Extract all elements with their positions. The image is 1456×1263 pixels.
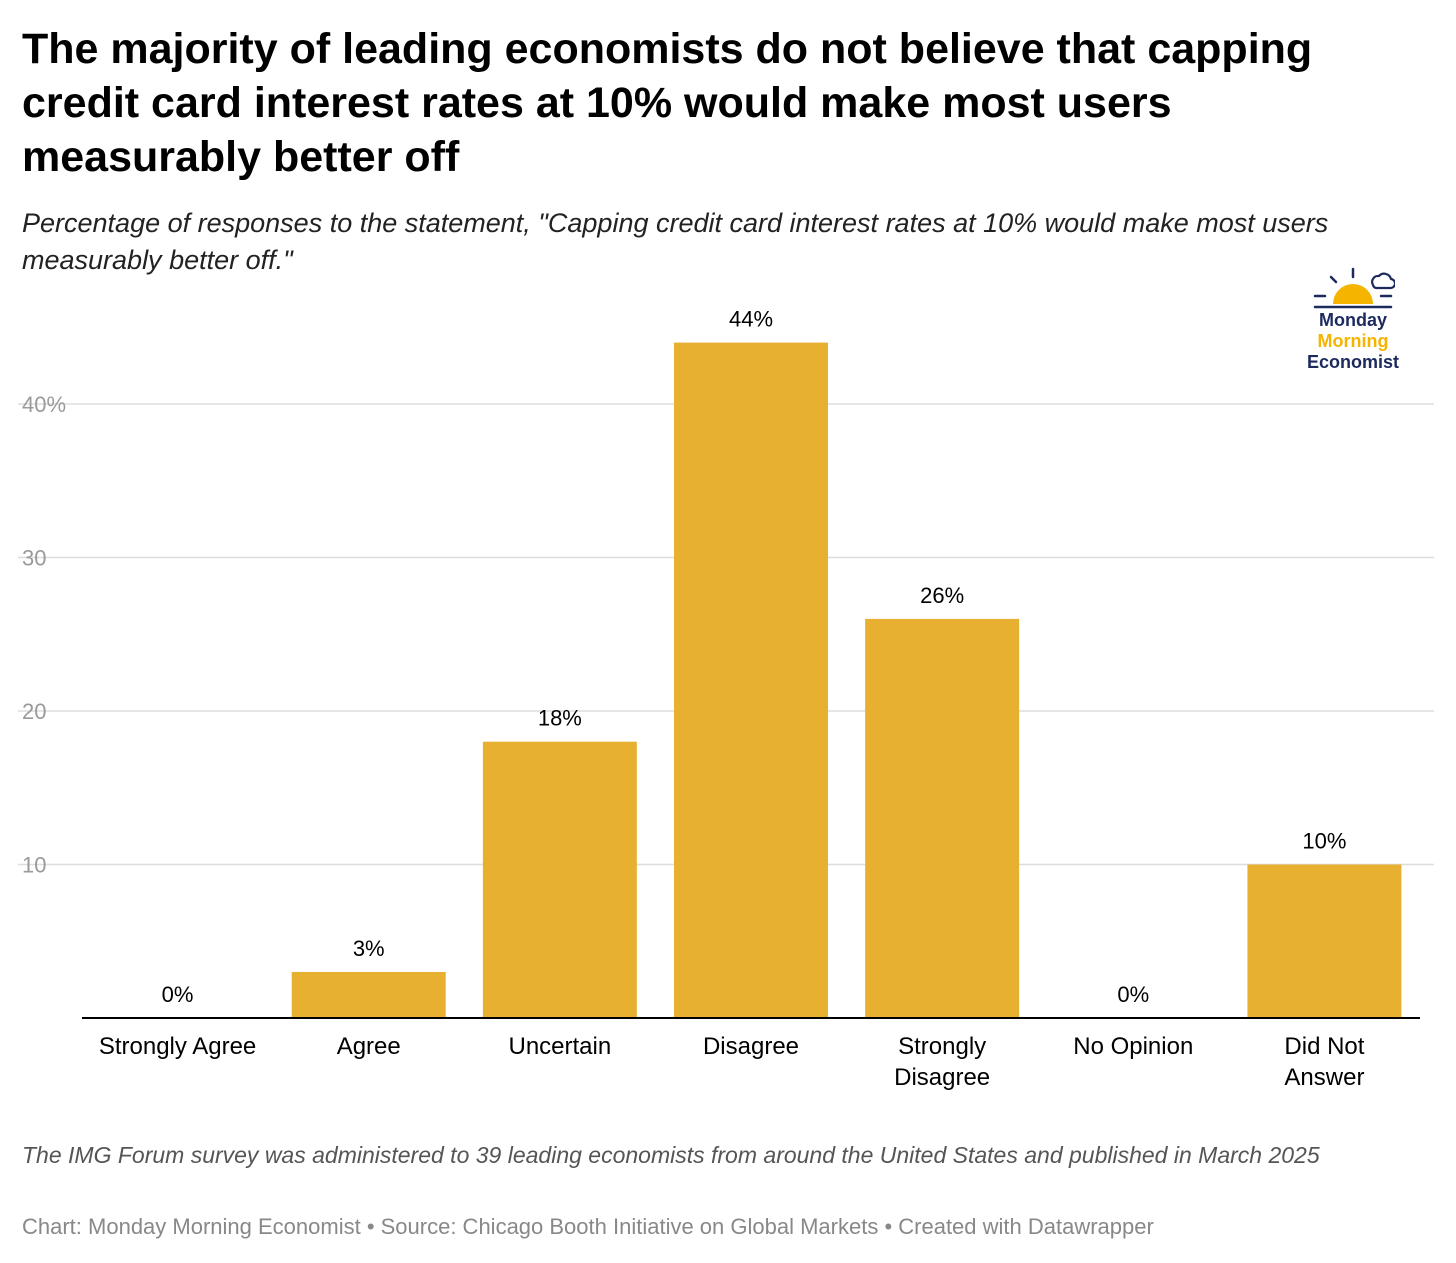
bar-chart: 10 20 30 40% 0% Strongly Agree 3% Agree 18% Uncer… bbox=[18, 307, 1434, 1091]
x-tick-label: Strongly Agree bbox=[99, 1033, 256, 1060]
x-tick-label: Uncertain bbox=[508, 1033, 611, 1060]
x-tick-label: Disagree bbox=[894, 1064, 990, 1091]
chart-subtitle: Percentage of responses to the statement… bbox=[22, 208, 1329, 275]
logo-text-morning: Morning bbox=[1317, 331, 1389, 351]
logo-text-economist: Economist bbox=[1306, 352, 1399, 372]
data-label: 18% bbox=[538, 706, 582, 731]
bar bbox=[674, 342, 828, 1019]
data-label: 0% bbox=[162, 982, 194, 1007]
y-tick-label: 10 bbox=[22, 853, 46, 878]
bar bbox=[1247, 864, 1402, 1018]
footer-note: The IMG Forum survey was administered to… bbox=[22, 1142, 1320, 1168]
x-tick-label: Strongly bbox=[898, 1033, 986, 1060]
sunrise-cloud-icon bbox=[1313, 267, 1395, 309]
data-label: 10% bbox=[1302, 829, 1346, 854]
x-tick-label: Disagree bbox=[703, 1033, 799, 1060]
chart-title: The majority of leading economists do no… bbox=[22, 25, 1313, 181]
x-tick-label: No Opinion bbox=[1073, 1033, 1193, 1060]
y-tick-label: 20 bbox=[22, 699, 46, 724]
logo-text-monday: Monday bbox=[1318, 310, 1387, 330]
bar bbox=[291, 971, 446, 1018]
data-label: 0% bbox=[1117, 982, 1149, 1007]
data-label: 3% bbox=[353, 936, 385, 961]
data-label: 26% bbox=[920, 583, 964, 608]
bar bbox=[482, 741, 637, 1018]
x-tick-label: Agree bbox=[337, 1033, 401, 1060]
bar bbox=[865, 618, 1020, 1018]
footer-credits: Chart: Monday Morning Economist • Source… bbox=[22, 1214, 1154, 1239]
x-tick-label: Answer bbox=[1284, 1064, 1364, 1091]
y-tick-label: 30 bbox=[22, 546, 46, 571]
x-tick-label: Did Not bbox=[1284, 1033, 1364, 1060]
data-label: 44% bbox=[729, 307, 773, 332]
brand-logo: Monday Morning Economist bbox=[1294, 266, 1412, 390]
y-tick-label: 40% bbox=[22, 392, 66, 417]
